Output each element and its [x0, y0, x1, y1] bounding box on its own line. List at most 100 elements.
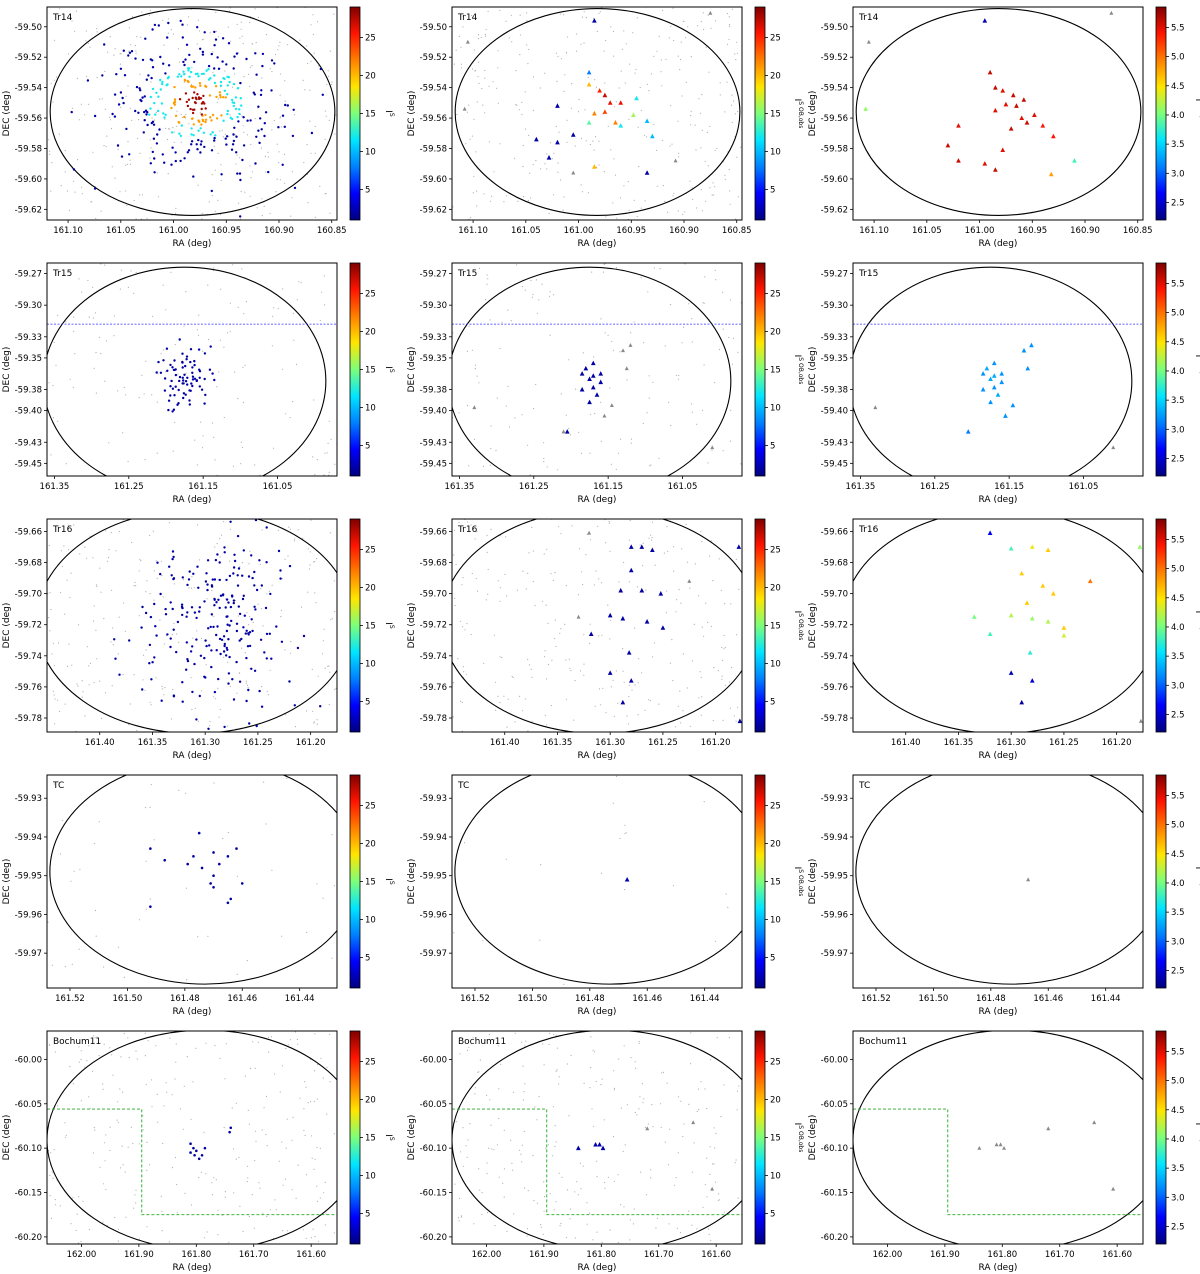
background-star	[77, 685, 79, 687]
background-star	[118, 530, 120, 533]
y-axis-label: DEC (deg)	[407, 347, 417, 393]
background-star	[678, 152, 680, 154]
panel-title: Bochum11	[53, 1037, 101, 1047]
member-star	[174, 159, 177, 163]
member-star	[161, 82, 164, 86]
background-star	[289, 528, 291, 530]
background-star	[133, 199, 135, 202]
background-star	[478, 382, 480, 384]
x-axis-label: RA (deg)	[979, 495, 1018, 505]
background-star	[314, 216, 316, 218]
background-star	[192, 637, 194, 639]
background-star	[114, 177, 116, 179]
background-star	[220, 288, 222, 290]
background-star	[245, 682, 247, 684]
background-star	[496, 1144, 498, 1146]
background-star	[566, 1063, 569, 1065]
background-star	[276, 178, 278, 180]
background-star	[645, 1194, 648, 1196]
background-star	[160, 560, 162, 562]
background-star	[201, 212, 203, 214]
nonmember-ob-star	[1111, 445, 1116, 450]
background-star	[468, 1046, 470, 1048]
background-star	[271, 129, 273, 131]
background-star	[311, 1135, 313, 1137]
background-star	[579, 1162, 582, 1164]
ob-star	[988, 376, 993, 381]
y-tick-label: -59.58	[821, 144, 848, 154]
member-star	[230, 619, 233, 623]
background-star	[610, 149, 612, 151]
x-tick-label: 161.10	[53, 226, 83, 236]
member-star	[146, 123, 149, 127]
background-star	[333, 1133, 335, 1135]
background-star	[510, 320, 512, 322]
ob-star	[583, 365, 589, 371]
background-star	[273, 1073, 276, 1075]
background-star	[76, 10, 78, 12]
background-star	[326, 84, 328, 86]
member-star	[291, 134, 295, 138]
background-star	[240, 441, 242, 443]
cluster-ellipse	[853, 266, 1133, 476]
background-star	[313, 399, 315, 401]
member-star	[185, 358, 188, 361]
background-star	[284, 649, 286, 651]
background-star	[307, 591, 309, 593]
background-star	[227, 661, 229, 663]
colorbar-tick-label: 15	[770, 110, 781, 120]
y-tick-label: -60.20	[420, 1233, 447, 1243]
member-star	[210, 584, 214, 587]
background-star	[200, 421, 202, 423]
member-star	[143, 110, 146, 114]
background-star	[136, 729, 138, 732]
ob-star	[1087, 578, 1093, 584]
background-star	[635, 1067, 637, 1069]
background-star	[103, 145, 105, 147]
member-star	[193, 60, 196, 64]
background-star	[666, 590, 668, 592]
background-star	[174, 212, 177, 214]
background-star	[335, 114, 337, 116]
member-star	[181, 613, 184, 617]
ob-star	[984, 365, 990, 371]
background-star	[460, 1216, 463, 1218]
member-star	[191, 690, 194, 694]
background-star	[314, 152, 316, 154]
member-star	[217, 677, 220, 681]
ob-star	[993, 167, 998, 172]
background-star	[453, 932, 455, 934]
member-star	[191, 108, 195, 112]
background-star	[128, 724, 130, 726]
y-tick-label: -59.70	[420, 590, 447, 600]
member-star	[199, 151, 202, 154]
background-star	[78, 948, 80, 950]
ob-star	[1019, 570, 1025, 576]
axes-frame	[46, 6, 338, 221]
background-star	[667, 550, 669, 552]
background-star	[268, 590, 270, 592]
member-star	[190, 133, 193, 136]
background-star	[611, 340, 613, 343]
background-star	[320, 1057, 322, 1059]
background-star	[94, 1037, 96, 1039]
y-tick-label: -60.15	[420, 1189, 447, 1199]
member-star	[192, 572, 195, 575]
y-tick-label: -59.74	[821, 652, 848, 662]
y-tick-label: -59.94	[15, 833, 42, 843]
background-star	[198, 1177, 200, 1179]
background-star	[651, 656, 654, 658]
background-star	[200, 1171, 202, 1173]
member-star	[167, 64, 171, 67]
background-star	[280, 116, 282, 118]
background-star	[278, 45, 280, 47]
background-star	[279, 179, 281, 181]
background-star	[307, 202, 309, 204]
member-star	[198, 82, 202, 85]
background-star	[589, 1212, 591, 1214]
background-star	[485, 299, 487, 301]
background-star	[670, 105, 672, 107]
colorbar-tick-label: 4.0	[1171, 1135, 1185, 1145]
background-star	[217, 152, 219, 154]
